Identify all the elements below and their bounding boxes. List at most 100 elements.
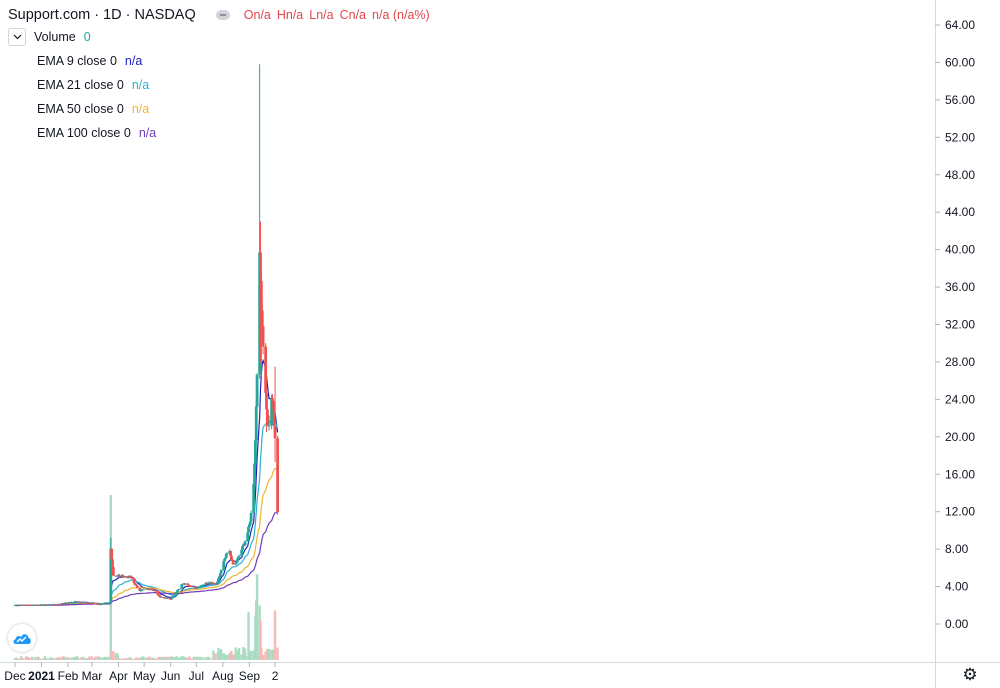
volume-bar: [225, 654, 229, 660]
candle-body: [117, 575, 121, 577]
ema-21-legend[interactable]: EMA 21 close 0 n/a: [37, 76, 430, 94]
candle-body: [147, 589, 151, 591]
volume-bar: [178, 657, 181, 660]
volume-bar: [43, 656, 47, 660]
time-axis[interactable]: Dec 2021 Feb Mar Apr May Jun Jul Aug Sep 2: [0, 662, 1000, 688]
candle-body: [159, 597, 163, 598]
volume-label[interactable]: Volume: [34, 30, 76, 44]
volume-bar: [192, 656, 195, 660]
candle-body: [175, 591, 179, 593]
candle-body: [162, 597, 166, 599]
candle-body: [213, 583, 217, 585]
candle-body: [243, 541, 247, 546]
candle-body: [265, 409, 269, 416]
price-tick-label: 44.00: [945, 205, 975, 219]
ohlc-values: On/a Hn/a Ln/a Cn/a n/a (n/a%): [244, 6, 430, 24]
candle-body: [241, 546, 244, 550]
volume-bar: [61, 656, 65, 660]
candle-body: [254, 406, 258, 441]
volume-bar: [142, 656, 145, 660]
volume-bar: [195, 656, 199, 660]
candle-body: [132, 578, 136, 583]
candle-body: [99, 603, 103, 605]
volume-bar: [181, 656, 184, 660]
volume-bar: [94, 656, 97, 660]
candle-body: [98, 604, 102, 605]
candle-body: [43, 604, 47, 606]
candle-body: [174, 592, 178, 597]
time-tick-label: Jul: [189, 669, 204, 683]
collapse-indicators-button[interactable]: [8, 28, 26, 46]
volume-bar: [58, 657, 61, 660]
visibility-toggle-icon[interactable]: [215, 10, 230, 20]
candle-body: [51, 605, 55, 606]
volume-bar: [24, 656, 28, 660]
candle-body: [247, 526, 250, 533]
price-tick-label: 52.00: [945, 130, 975, 144]
candle-body: [38, 605, 42, 607]
candle-body: [99, 604, 102, 606]
volume-bar: [243, 648, 247, 660]
candle-body: [189, 586, 193, 587]
chart-settings-gear-icon[interactable]: ⚙: [962, 665, 978, 684]
candle-body: [176, 590, 179, 592]
candle-body: [169, 599, 173, 600]
volume-bar: [259, 620, 262, 660]
candle-body: [28, 604, 31, 606]
candle-body: [110, 548, 114, 560]
ema-9-legend[interactable]: EMA 9 close 0 n/a: [37, 52, 430, 70]
candle-body: [194, 588, 198, 589]
time-tick-label: 2021: [28, 669, 55, 683]
candle-body: [261, 326, 265, 347]
time-tick-label: Mar: [82, 669, 103, 683]
candle-body: [204, 583, 208, 585]
candle-body: [165, 598, 168, 599]
candle-body: [111, 559, 114, 568]
volume-bar: [237, 648, 241, 660]
ema-9-value: n/a: [124, 54, 143, 68]
candle-body: [70, 602, 73, 603]
volume-bar: [130, 658, 133, 660]
candle-body: [171, 596, 175, 597]
candle-body: [158, 595, 161, 597]
time-tick-label: Feb: [58, 669, 79, 683]
candle-body: [270, 398, 274, 426]
symbol-title[interactable]: Support.com · 1D · NASDAQ: [8, 7, 196, 23]
cloud-logo-icon: [13, 634, 31, 644]
volume-bar: [166, 656, 169, 660]
candle-body: [276, 438, 280, 513]
volume-bar: [154, 658, 157, 660]
price-tick-label: 32.00: [945, 318, 975, 332]
volume-bar: [55, 657, 59, 660]
ema-50-legend[interactable]: EMA 50 close 0 n/a: [37, 100, 430, 118]
price-tick-label: 16.00: [945, 467, 975, 481]
candle-body: [216, 580, 220, 585]
volume-bar: [40, 658, 43, 660]
volume-bar: [273, 610, 277, 660]
ema-line-50: [15, 467, 278, 606]
candle-body: [115, 575, 119, 577]
candle-body: [177, 588, 181, 590]
candle-body: [88, 603, 91, 604]
price-axis[interactable]: 64.00 60.00 56.00 52.00 48.00 44.00 40.00 36.00…: [935, 0, 975, 688]
candle-body: [231, 560, 235, 565]
volume-bar: [100, 657, 103, 660]
change-value: n/a (n/a%): [372, 8, 430, 22]
candle-body: [218, 573, 222, 577]
volume-bar: [66, 657, 70, 660]
candle-body: [272, 405, 276, 427]
candle-body: [225, 553, 229, 555]
volume-bar: [212, 650, 215, 660]
price-tick-label: 40.00: [945, 243, 975, 257]
candle-body: [247, 524, 251, 527]
candles: [13, 64, 280, 607]
tradingview-logo-icon[interactable]: [8, 624, 36, 652]
price-tick-label: 24.00: [945, 392, 975, 406]
volume-bar: [230, 650, 233, 660]
volume-bar: [184, 656, 187, 660]
ema-21-label: EMA 21 close 0: [37, 78, 124, 92]
volume-value: 0: [83, 30, 91, 44]
candle-body: [210, 582, 214, 584]
ema-100-legend[interactable]: EMA 100 close 0 n/a: [37, 124, 430, 142]
